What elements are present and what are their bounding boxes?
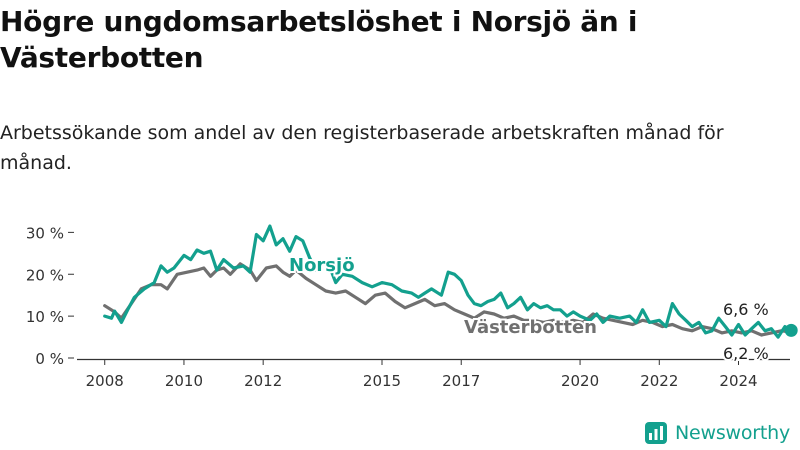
brand-name: Newsworthy: [675, 422, 791, 444]
end-value-label-norsjo: 6,6 %: [723, 300, 769, 319]
y-axis: 0 % 10 % 20 % 30 %: [26, 224, 74, 368]
x-tick-label: 2024: [719, 372, 757, 390]
x-axis: 2008 2010 2012 2015 2017 2020 2022 2024: [77, 358, 790, 390]
x-tick-label: 2017: [442, 372, 480, 390]
x-tick-label: 2022: [640, 372, 678, 390]
x-tick-label: 2020: [561, 372, 599, 390]
series-line-vasterbotten: [103, 262, 793, 337]
x-tick-label: 2008: [86, 372, 124, 390]
end-value-label-vasterbotten: 6,2 %: [723, 344, 769, 363]
series-labels: Norsjö Västerbotten 6,6 % 6,2 %: [287, 253, 771, 365]
series-lines: [103, 224, 798, 339]
series-label-norsjo: Norsjö: [289, 255, 355, 276]
chart-subtitle: Arbetssökande som andel av den registerb…: [0, 122, 724, 174]
y-tick-label: 0 %: [35, 350, 64, 368]
series-label-vasterbotten: Västerbotten: [464, 317, 597, 338]
x-tick-label: 2015: [363, 372, 401, 390]
x-tick-label: 2012: [244, 372, 282, 390]
norsjo-end-marker: [784, 323, 798, 337]
series-line-norsjo: [103, 224, 793, 339]
x-tick-label: 2010: [165, 372, 203, 390]
y-tick-label: 20 %: [26, 266, 64, 284]
y-tick-label: 30 %: [26, 224, 64, 242]
newsworthy-logo-icon: [645, 422, 667, 444]
newsworthy-brand: Newsworthy: [644, 418, 790, 448]
y-tick-label: 10 %: [26, 308, 64, 326]
chart-title: Högre ungdomsarbetslöshet i Norsjö än i …: [0, 5, 638, 74]
